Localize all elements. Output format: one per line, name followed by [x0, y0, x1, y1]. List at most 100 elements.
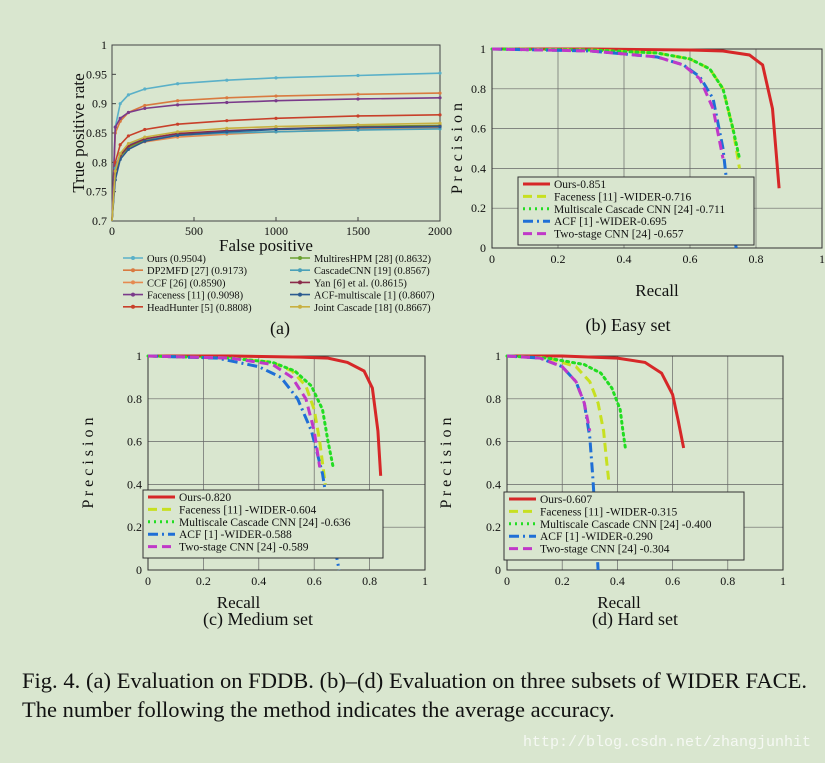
series-marker: [274, 130, 278, 134]
legend-label: Two-stage CNN [24] -0.589: [179, 542, 309, 554]
x-tick-label: 0.8: [720, 574, 735, 588]
y-tick-label: 0.4: [471, 161, 486, 175]
series-marker: [118, 102, 122, 106]
figure-caption: Fig. 4. (a) Evaluation on FDDB. (b)–(d) …: [22, 668, 807, 722]
series-marker: [274, 127, 278, 132]
legend-label: MultiresHPM [28] (0.8632): [314, 254, 431, 265]
series-marker: [176, 130, 180, 134]
x-tick-label: 500: [185, 224, 203, 238]
x-tick-label: 0.4: [617, 252, 632, 266]
series-line-0: [111, 72, 441, 222]
series-line-0: [148, 354, 383, 476]
legend-marker: [298, 292, 302, 297]
x-tick-label: 0.6: [665, 574, 680, 588]
legend-label: Yan [6] et al. (0.8615): [314, 278, 407, 289]
y-tick-label: 0.6: [127, 435, 142, 449]
legend-label: Ours-0.851: [554, 179, 606, 191]
y-tick-label: 0.9: [92, 97, 107, 111]
series-marker: [438, 71, 442, 75]
panel-label: (a): [270, 318, 290, 339]
series-marker: [126, 141, 130, 146]
y-tick-label: 0.4: [486, 477, 501, 491]
y-axis-label: True positive rate: [69, 73, 88, 192]
y-tick-label: 0.6: [486, 435, 501, 449]
panel-label: (c) Medium set: [203, 609, 313, 630]
legend-box: [503, 491, 745, 561]
watermark: http://blog.csdn.net/zhangjunhit: [522, 734, 811, 751]
chart-b-panel: 0 0 0.2 0.2 0.4 0.4 0.6 0.6 0.8 0.8 1 1 Recall P r e …: [440, 0, 825, 345]
y-tick-label: 0.8: [471, 82, 486, 96]
series-marker: [126, 93, 130, 97]
x-tick-label: 0.6: [307, 574, 322, 588]
series-marker: [438, 121, 442, 125]
y-tick-label: 0.2: [471, 201, 486, 215]
legend-label: HeadHunter [5] (0.8808): [147, 303, 252, 314]
x-tick-label: 0: [109, 224, 115, 238]
series-line-4: [506, 354, 592, 432]
x-tick-label: 0.4: [610, 574, 625, 588]
x-tick-label: 1: [422, 574, 428, 588]
series-marker: [176, 122, 180, 126]
x-tick-label: 0.2: [196, 574, 211, 588]
legend-label: Faceness [11] -WIDER-0.315: [540, 506, 677, 518]
y-axis-label: P r e c i s i o n: [440, 418, 455, 509]
series-marker: [225, 119, 229, 123]
legend-label: ACF [1] -WIDER-0.588: [179, 529, 292, 541]
series-line-0: [507, 354, 686, 449]
easy-set-pr-chart: 00 0.2 0.2 0.4 0.4 0.6 0.6 0.8 0.8 1 1 Recall P r e …: [449, 42, 825, 336]
fddb-roc-chart: 0 500 1000 1500 2000 0.7 0.75 0.8 0.85 0.9 0.95 1 Fa…: [69, 38, 452, 339]
x-tick-label: 2000: [428, 224, 452, 238]
legend-marker: [298, 256, 302, 260]
legend-label: Joint Cascade [18] (0.8667): [314, 303, 431, 314]
y-tick-label: 0.8: [92, 155, 107, 169]
series-marker: [356, 114, 360, 118]
series-marker: [143, 106, 147, 110]
legend-marker: [131, 304, 135, 309]
x-tick-label: 0.4: [251, 574, 266, 588]
legend-label: CascadeCNN [19] (0.8567): [314, 266, 430, 277]
y-tick-label: 0.2: [486, 520, 501, 534]
series-marker: [356, 123, 360, 127]
x-tick-label: 0: [504, 574, 510, 588]
y-tick-label: 0.7: [92, 214, 107, 228]
legend-marker: [298, 268, 302, 273]
series-line-4: [147, 354, 322, 468]
series-marker: [274, 94, 278, 98]
series-marker: [176, 82, 180, 86]
series-marker: [143, 103, 147, 108]
y-tick-label: 0.6: [471, 122, 486, 136]
series-line-0: [492, 47, 781, 189]
y-axis-label: P r e c i s i o n: [80, 418, 97, 509]
series-line-7: [111, 125, 441, 222]
legend-label: Multiscale Cascade CNN [24] -0.400: [540, 519, 712, 531]
legend-label: Multiscale Cascade CNN [24] -0.711: [554, 204, 725, 216]
series-marker: [176, 133, 180, 137]
legend-label: Faceness [11] -WIDER-0.604: [179, 504, 316, 516]
y-tick-label: 1: [495, 349, 501, 363]
series-marker: [225, 96, 229, 100]
series-line-8: [111, 125, 441, 222]
legend-label: Faceness [11] -WIDER-0.716: [554, 191, 691, 203]
series-marker: [113, 125, 117, 129]
y-tick-label: 0: [495, 563, 501, 577]
series-marker: [438, 91, 442, 95]
series-marker: [143, 127, 147, 132]
x-axis-label: False positive: [219, 236, 313, 255]
legend-label: Ours-0.607: [540, 494, 592, 506]
series-line-4: [491, 47, 725, 159]
x-tick-label: 1000: [264, 224, 288, 238]
series-marker: [274, 116, 278, 120]
series-marker: [143, 87, 147, 91]
y-axis-label: P r e c i s i o n: [449, 103, 466, 194]
series-marker: [438, 113, 442, 117]
y-tick-label: 0.8: [486, 392, 501, 406]
legend-label: CCF [26] (0.8590): [147, 278, 226, 289]
x-tick-label: 0.8: [749, 252, 764, 266]
series-line-1: [111, 92, 441, 222]
series-line-2: [146, 354, 336, 471]
series-marker: [118, 116, 122, 120]
series-line-2: [505, 354, 628, 452]
legend-label: ACF [1] -WIDER-0.290: [540, 531, 653, 543]
series-line-2: [111, 126, 441, 222]
series-marker: [356, 73, 360, 78]
